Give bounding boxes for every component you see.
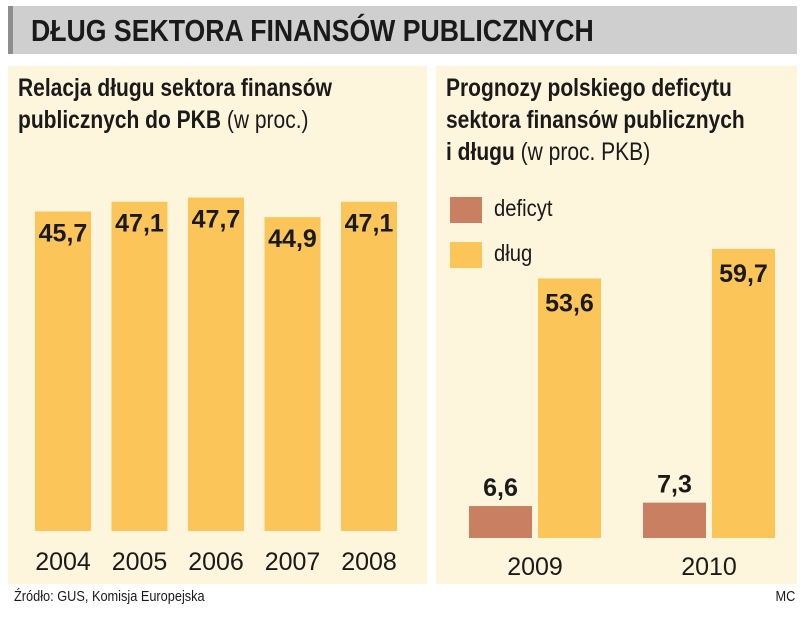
- author-initials: MC: [775, 588, 795, 605]
- bar-label-debt-2010: 59,7: [719, 260, 768, 288]
- bar-2006: [188, 197, 244, 531]
- bar-label-2007: 44,9: [268, 225, 317, 253]
- header-bar: DŁUG SEKTORA FINANSÓW PUBLICZNYCH: [8, 6, 797, 54]
- bar-label-2006: 47,7: [192, 206, 241, 234]
- x-tick-2007: 2007: [265, 548, 321, 576]
- bar-debt-2009: [538, 278, 601, 538]
- right-title-line-3: i długu: [446, 138, 515, 166]
- legend-label-debt: dług: [494, 240, 533, 266]
- x-tick-2006: 2006: [188, 548, 244, 576]
- legend-label-deficit: deficyt: [494, 195, 553, 221]
- left-chart-panel: Relacja długu sektora finansów publiczny…: [8, 66, 427, 584]
- x-tick-2009: 2009: [507, 553, 563, 581]
- right-chart-panel: Prognozy polskiego deficytu sektora fina…: [436, 66, 797, 584]
- bar-deficit-2009: [469, 506, 532, 538]
- bar-label-2004: 45,7: [39, 220, 88, 248]
- bar-label-debt-2009: 53,6: [545, 289, 594, 317]
- left-title-line-2: publicznych do PKB: [18, 106, 222, 134]
- bar-2007: [264, 217, 321, 531]
- bar-label-deficit-2010: 7,3: [657, 471, 692, 499]
- x-tick-2004: 2004: [35, 548, 91, 576]
- x-tick-2010: 2010: [681, 553, 737, 581]
- x-tick-2008: 2008: [341, 548, 397, 576]
- page-title: DŁUG SEKTORA FINANSÓW PUBLICZNYCH: [31, 13, 594, 48]
- bar-2005: [111, 201, 168, 531]
- source-note: Źródło: GUS, Komisja Europejska: [14, 588, 205, 605]
- left-bar-chart: 45,7 2004 47,1 2005 47,7 2006 44,9 2007 47,1 2008: [35, 197, 397, 576]
- left-title-line-1: Relacja długu sektora finansów: [18, 74, 332, 102]
- right-title-line-2: sektora finansów publicznych: [446, 106, 745, 134]
- bar-2008: [341, 201, 397, 531]
- right-chart-title: Prognozy polskiego deficytu sektora fina…: [446, 72, 797, 168]
- right-title-unit: (w proc. PKB): [520, 138, 651, 166]
- bar-label-2008: 47,1: [345, 210, 394, 238]
- x-tick-2005: 2005: [112, 548, 168, 576]
- bar-label-2005: 47,1: [115, 210, 164, 238]
- right-title-line-1: Prognozy polskiego deficytu: [446, 74, 732, 102]
- bar-2004: [35, 211, 91, 532]
- bar-debt-2010: [712, 248, 775, 539]
- left-chart-title: Relacja długu sektora finansów publiczny…: [18, 72, 413, 136]
- right-bar-chart: 6,6 53,6 2009 7,3 59,7 2010: [469, 248, 775, 581]
- bar-label-deficit-2009: 6,6: [483, 474, 518, 502]
- legend-swatch-debt: [450, 242, 482, 268]
- left-title-unit: (w proc.): [226, 106, 309, 134]
- bar-deficit-2010: [643, 502, 706, 538]
- legend-swatch-deficit: [450, 197, 482, 223]
